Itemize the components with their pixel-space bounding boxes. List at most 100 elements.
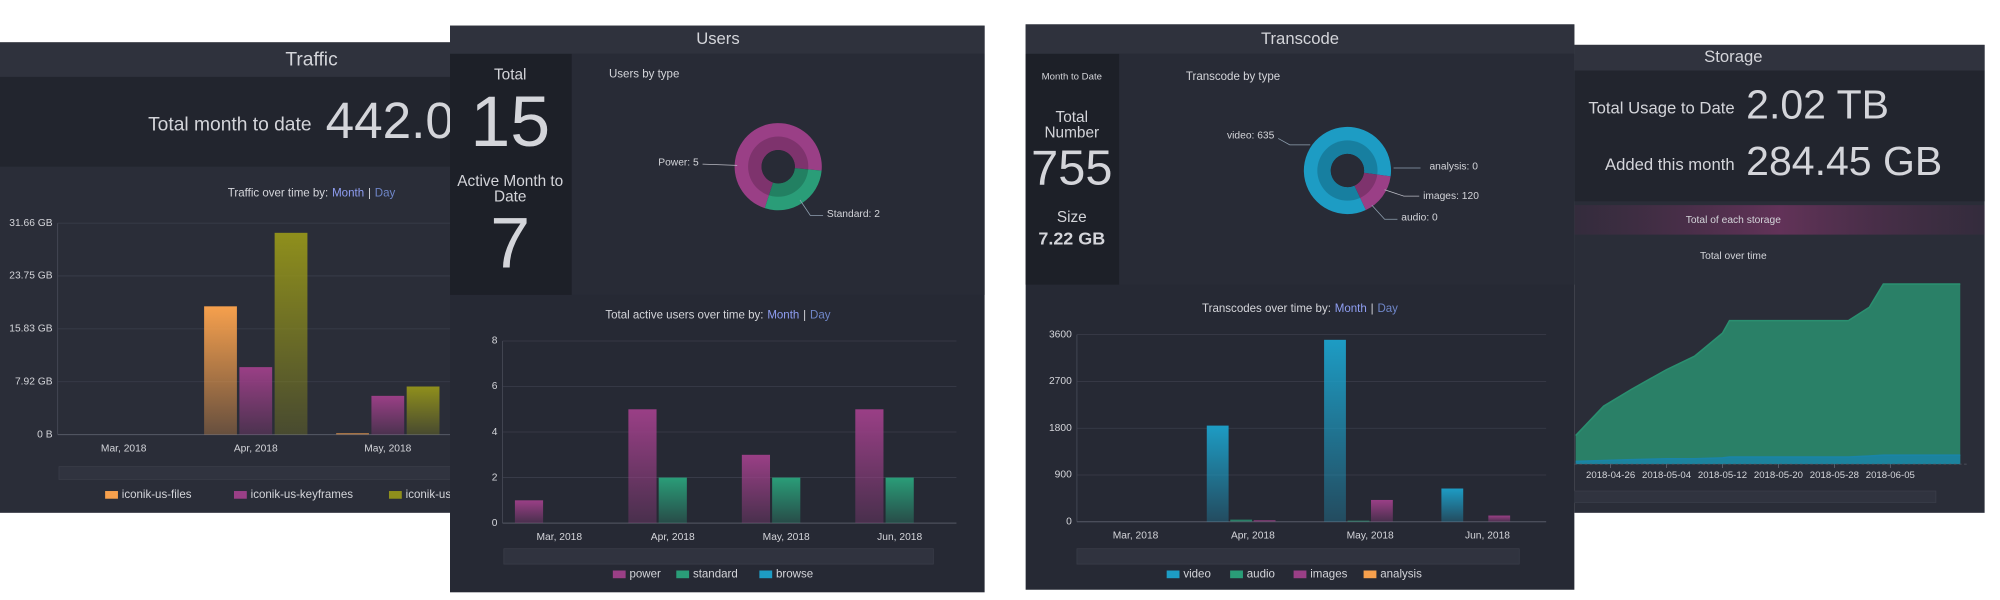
y-tick-label: 3600 (1049, 329, 1072, 340)
chart-title: Transcodes over time by: Month | Day (1202, 303, 1398, 315)
x-tick-label: Apr, 2018 (651, 532, 695, 543)
slice-label: analysis: 0 (1429, 161, 1478, 172)
stat-value: 7.22 GB (1038, 228, 1105, 248)
legend-label[interactable]: iconik-us-files (122, 489, 192, 501)
legend-label[interactable]: analysis (1380, 568, 1422, 580)
bar (741, 454, 771, 524)
stat-value: 7 (490, 204, 530, 284)
legend-swatch (1293, 570, 1307, 579)
bar (274, 232, 308, 435)
stats-bg (1574, 70, 1985, 202)
y-tick-label: 4 (492, 427, 498, 438)
x-tick-label: Apr, 2018 (1231, 531, 1275, 542)
legend-label[interactable]: images (1310, 568, 1347, 580)
stat-label: Size (1057, 209, 1087, 226)
bar (1324, 339, 1346, 522)
bar (628, 409, 657, 524)
legend-swatch (233, 491, 247, 499)
chart-title: Users by type (609, 68, 679, 80)
x-tick-label: 2018-05-12 (1698, 470, 1747, 481)
stat-value: 2.02 TB (1746, 82, 1889, 128)
bar (1488, 515, 1511, 522)
bar (1441, 488, 1464, 522)
donut-hole (761, 150, 795, 184)
slice-label: audio: 0 (1401, 213, 1438, 224)
x-tick-label: Apr, 2018 (234, 443, 278, 454)
stats-bg (450, 53, 572, 295)
period-link[interactable]: Day (810, 309, 831, 321)
y-tick-label: 0 B (37, 429, 53, 440)
scrollbar[interactable] (503, 548, 934, 565)
period-link[interactable]: Month (332, 188, 364, 200)
section-title: Total of each storage (1686, 215, 1781, 226)
donut-hole (1330, 153, 1365, 188)
slice-label: Power: 5 (658, 158, 699, 169)
y-tick-label: 2 (492, 472, 498, 483)
stat-label: Total month to date (148, 115, 311, 136)
period-link[interactable]: Month (767, 309, 799, 321)
y-tick-label: 1800 (1049, 423, 1072, 434)
area-fill (1575, 455, 1961, 465)
x-tick-label: 2018-05-20 (1754, 470, 1803, 481)
donut-segment (734, 123, 822, 209)
legend-swatch (759, 570, 773, 579)
stat-value: 15 (470, 82, 550, 162)
leader-line (1371, 204, 1398, 220)
x-tick-label: Mar, 2018 (536, 532, 582, 543)
panel-header (1574, 44, 1985, 71)
chart-title-text: Transcodes over time by: (1202, 303, 1331, 315)
stat-label: Total (1056, 109, 1088, 126)
stats-bg (0, 76, 452, 167)
period-link[interactable]: Day (1377, 303, 1398, 315)
y-tick-label: 0 (492, 518, 498, 529)
legend-label[interactable]: audio (1247, 568, 1275, 580)
donut-segment (1303, 126, 1392, 215)
y-tick-label: 2700 (1049, 376, 1072, 387)
area-line (1575, 454, 1961, 463)
period-link[interactable]: Day (375, 188, 396, 200)
legend-label[interactable]: video (1183, 568, 1211, 580)
legend-label[interactable]: iconik-us-keyframes (251, 489, 354, 501)
separator: | (368, 188, 371, 200)
leader-line (799, 199, 824, 216)
stats-bg (1025, 53, 1120, 285)
y-tick-label: 0 (1066, 516, 1072, 527)
legend-swatch (1363, 570, 1377, 579)
bar (885, 477, 914, 524)
stat-value: 284.45 GB (1746, 138, 1942, 184)
slice-label: images: 120 (1423, 191, 1479, 202)
legend-label[interactable]: power (629, 568, 661, 580)
storage-panel: Storage Total Usage to Date 2.02 TB Added t… (1569, 44, 1985, 513)
chart-title: Total over time (1700, 251, 1767, 262)
donut-segment (1354, 172, 1391, 211)
scrollbar[interactable] (1574, 490, 1937, 503)
breakdown-bar (1574, 205, 1985, 235)
leader-line (702, 163, 738, 166)
stat-label: Number (1044, 124, 1099, 141)
y-tick-label: 8 (492, 336, 498, 347)
legend-label[interactable]: browse (776, 568, 813, 580)
separator: | (803, 309, 806, 321)
x-tick-label: Mar, 2018 (101, 443, 147, 454)
scrollbar[interactable] (1076, 548, 1520, 565)
x-tick-label: Mar, 2018 (1113, 531, 1159, 542)
bar (855, 409, 884, 524)
x-tick-label: Jun, 2018 (1465, 531, 1510, 542)
area-fill (1575, 284, 1961, 465)
y-tick-label: 23.75 GB (9, 271, 52, 282)
period-link[interactable]: Month (1335, 303, 1367, 315)
bar (371, 395, 405, 435)
legend-label[interactable]: standard (693, 568, 738, 580)
x-tick-label: 2018-06-05 (1866, 470, 1915, 481)
leader-line (1384, 189, 1420, 197)
panel-header (0, 42, 452, 77)
y-tick-label: 15.83 GB (9, 324, 52, 335)
panel-title: Storage (1704, 47, 1762, 66)
x-tick-label: 2018-05-28 (1810, 470, 1859, 481)
scrollbar[interactable] (58, 466, 452, 480)
x-tick-label: May, 2018 (364, 443, 411, 454)
chart-title: Transcode by type (1186, 71, 1280, 83)
